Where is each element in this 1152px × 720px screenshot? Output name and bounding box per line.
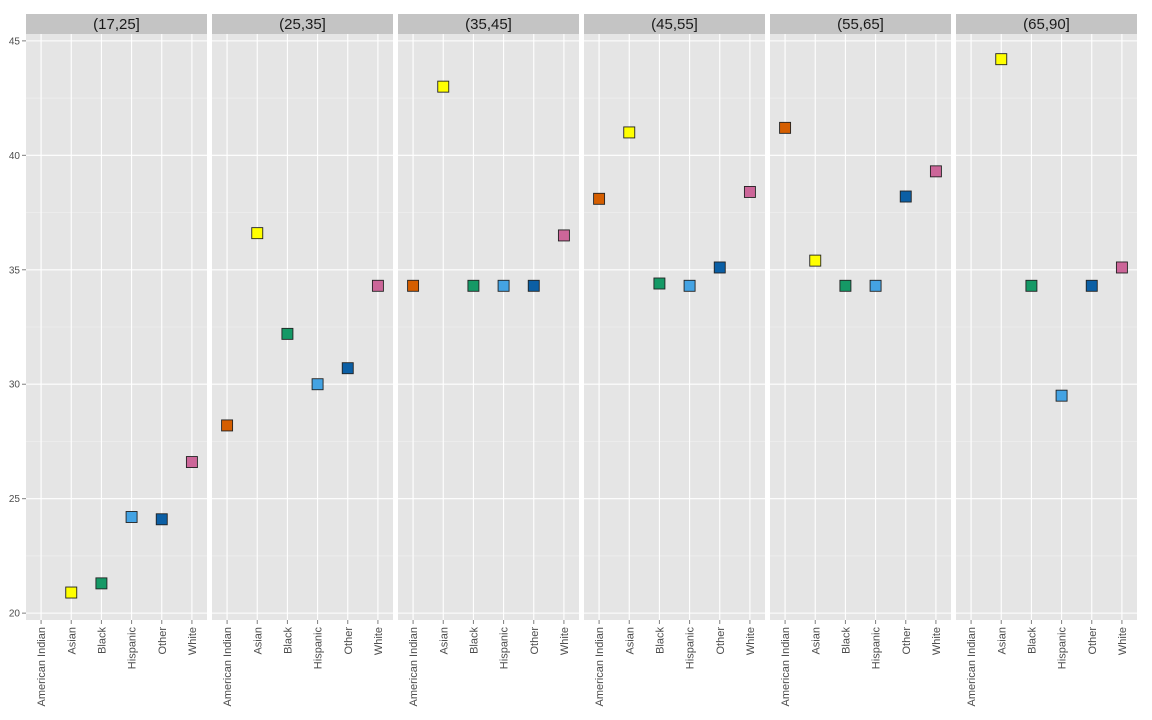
x-tick-label: White	[187, 627, 199, 655]
x-tick-label: Black	[1026, 627, 1038, 654]
x-tick-label: Other	[1087, 627, 1099, 655]
data-point-other	[527, 279, 540, 292]
x-tick-label: Asian	[996, 627, 1008, 655]
data-point-asian	[251, 227, 264, 240]
x-tick-label: Other	[157, 627, 169, 655]
x-tick-label: Other	[529, 627, 541, 655]
data-point-american-indian	[407, 279, 420, 292]
x-tick-label: Black	[468, 627, 480, 654]
data-point-hispanic	[497, 279, 510, 292]
facet-panel: (45,55] American Indian Asian Black Hispanic…	[584, 14, 765, 707]
x-tick-label: American Indian	[780, 627, 792, 707]
x-tick-label: American Indian	[36, 627, 48, 707]
facet-strip	[212, 14, 393, 34]
x-tick-label: Asian	[810, 627, 822, 655]
data-point-other	[1085, 279, 1098, 292]
data-point-black	[839, 279, 852, 292]
y-tick-label: 25	[9, 494, 21, 505]
facet-strip-label: (55,65]	[837, 16, 884, 33]
data-point-american-indian	[221, 419, 234, 432]
facet-strip-label: (65,90]	[1023, 16, 1070, 33]
x-tick-label: Asian	[624, 627, 636, 655]
data-point-other	[713, 261, 726, 274]
data-point-asian	[65, 586, 78, 599]
facet-strip	[770, 14, 951, 34]
facet-panel: (65,90] American Indian Asian Black Hispanic…	[956, 14, 1137, 707]
x-tick-label: White	[1117, 627, 1129, 655]
facet-panel: (25,35] American Indian Asian Black Hispanic…	[212, 14, 393, 707]
x-tick-label: White	[373, 627, 385, 655]
y-tick-label: 45	[9, 36, 21, 47]
data-point-white	[743, 185, 756, 198]
x-tick-label: American Indian	[222, 627, 234, 707]
facet-panel: (55,65] American Indian Asian Black Hispanic…	[770, 14, 951, 707]
data-point-black	[653, 277, 666, 290]
x-tick-label: Hispanic	[499, 627, 511, 670]
data-point-hispanic	[869, 279, 882, 292]
facet-panel: (35,45] American Indian Asian Black Hispanic…	[398, 14, 579, 707]
x-tick-label: Black	[840, 627, 852, 654]
x-tick-label: American Indian	[966, 627, 978, 707]
facet-strip	[398, 14, 579, 34]
facet-strip	[956, 14, 1137, 34]
data-point-hispanic	[683, 279, 696, 292]
facet-strip-label: (45,55]	[651, 16, 698, 33]
data-point-american-indian	[593, 192, 606, 205]
data-point-hispanic	[125, 511, 138, 523]
x-tick-label: Asian	[438, 627, 450, 655]
data-point-american-indian	[779, 121, 792, 134]
data-point-hispanic	[311, 378, 324, 391]
x-tick-label: Black	[654, 627, 666, 654]
x-tick-label: Other	[343, 627, 355, 655]
x-tick-label: Hispanic	[685, 627, 697, 670]
facet-panel: (17,25] American Indian Asian Black Hispanic…	[26, 14, 207, 707]
facet-strip-label: (17,25]	[93, 16, 140, 33]
facet-strip-label: (25,35]	[279, 16, 326, 33]
data-point-black	[281, 327, 294, 340]
data-point-other	[899, 190, 912, 203]
data-point-black	[95, 577, 108, 590]
data-point-white	[929, 165, 942, 178]
x-tick-label: White	[559, 627, 571, 655]
data-point-other	[341, 362, 354, 375]
y-tick-label: 20	[9, 609, 21, 620]
data-point-asian	[809, 254, 822, 267]
x-tick-label: Hispanic	[871, 627, 883, 670]
data-point-other	[155, 513, 168, 526]
data-point-black	[1025, 279, 1038, 292]
x-tick-label: American Indian	[594, 627, 606, 707]
x-tick-label: Asian	[252, 627, 264, 655]
x-tick-label: Asian	[66, 627, 78, 655]
data-point-white	[185, 456, 198, 469]
x-tick-label: Black	[282, 627, 294, 654]
x-tick-label: Hispanic	[313, 627, 325, 670]
x-tick-label: White	[931, 627, 943, 655]
x-tick-label: White	[745, 627, 757, 655]
x-tick-label: Other	[901, 627, 913, 655]
x-tick-label: American Indian	[408, 627, 420, 707]
data-point-white	[1115, 261, 1128, 274]
x-tick-label: Hispanic	[1057, 627, 1069, 670]
facet-strip-label: (35,45]	[465, 16, 512, 33]
facet-strip	[584, 14, 765, 34]
x-tick-label: Other	[715, 627, 727, 655]
data-point-black	[467, 279, 480, 292]
x-tick-label: Hispanic	[127, 627, 139, 670]
data-point-white	[557, 229, 570, 242]
y-tick-label: 35	[9, 265, 21, 276]
facet-strip	[26, 14, 207, 34]
y-tick-label: 40	[9, 151, 21, 162]
x-tick-label: Black	[96, 627, 108, 654]
data-point-asian	[995, 53, 1008, 66]
y-tick-label: 30	[9, 380, 21, 391]
data-point-white	[371, 279, 384, 292]
data-point-asian	[623, 126, 636, 139]
data-point-asian	[437, 80, 450, 93]
data-point-hispanic	[1055, 389, 1068, 402]
